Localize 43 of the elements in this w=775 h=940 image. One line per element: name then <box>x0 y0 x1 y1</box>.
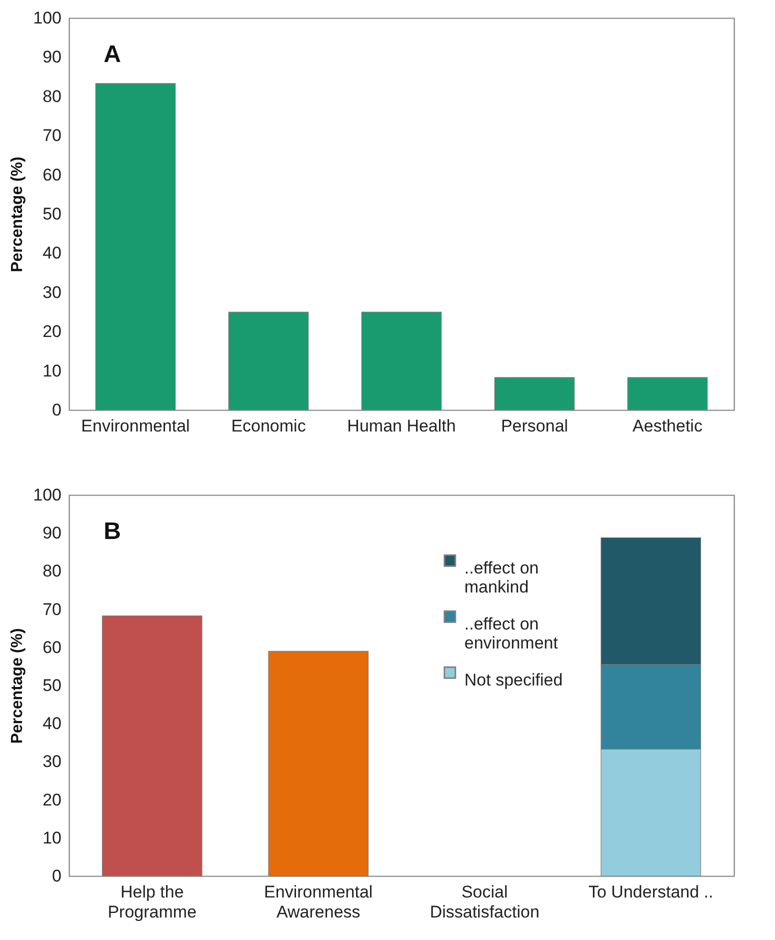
y-tick-label: 30 <box>42 282 62 302</box>
bar <box>627 377 708 410</box>
x-tick-label: Social Dissatisfaction <box>430 882 540 922</box>
bar <box>95 83 176 410</box>
bar <box>228 312 309 410</box>
y-tick-label: 10 <box>42 361 62 380</box>
y-tick-label: 70 <box>42 600 62 619</box>
x-tick-label: Human Health <box>347 416 456 436</box>
x-tick-label: Aesthetic <box>632 416 703 436</box>
y-tick-label: 90 <box>42 48 62 67</box>
y-tick-label: 100 <box>33 8 62 28</box>
y-tick-label: 20 <box>42 790 62 810</box>
y-tick-label: 60 <box>42 165 62 184</box>
legend-label: ..effect on environment <box>464 614 558 653</box>
x-tick-label: To Understand .. <box>588 882 714 902</box>
text: A <box>104 41 121 68</box>
y-tick-label: 10 <box>42 828 62 848</box>
y-tick-label: 70 <box>42 126 62 146</box>
bar <box>494 377 575 410</box>
x-tick-label: Economic <box>231 416 306 436</box>
x-tick-label: Help the Programme <box>108 882 197 922</box>
y-tick-label: 50 <box>42 204 62 224</box>
x-tick-label: Environmental Awareness <box>264 882 373 922</box>
y-tick-label: 20 <box>42 322 62 342</box>
y-tick-label: 0 <box>52 400 62 420</box>
legend-label: ..effect on mankind <box>464 558 539 597</box>
y-tick-label: 0 <box>52 866 62 886</box>
x-tick-label: Personal <box>500 416 568 436</box>
y-axis-title: Percentage (%) <box>9 156 26 272</box>
y-tick-label: 80 <box>42 86 62 106</box>
y-tick-label: 80 <box>42 562 62 581</box>
x-tick-label: Environmental <box>81 416 190 436</box>
legend-label: Not specified <box>464 670 563 690</box>
y-tick-label: 90 <box>42 524 62 543</box>
y-axis-title: Percentage (%) <box>9 628 26 744</box>
y-tick-label: 40 <box>42 714 62 734</box>
text: B <box>104 518 121 545</box>
y-tick-label: 50 <box>42 676 62 695</box>
bar <box>361 312 442 410</box>
y-tick-label: 40 <box>42 244 62 263</box>
y-tick-label: 60 <box>42 638 62 657</box>
y-tick-label: 100 <box>33 486 62 504</box>
y-tick-label: 30 <box>42 752 62 772</box>
